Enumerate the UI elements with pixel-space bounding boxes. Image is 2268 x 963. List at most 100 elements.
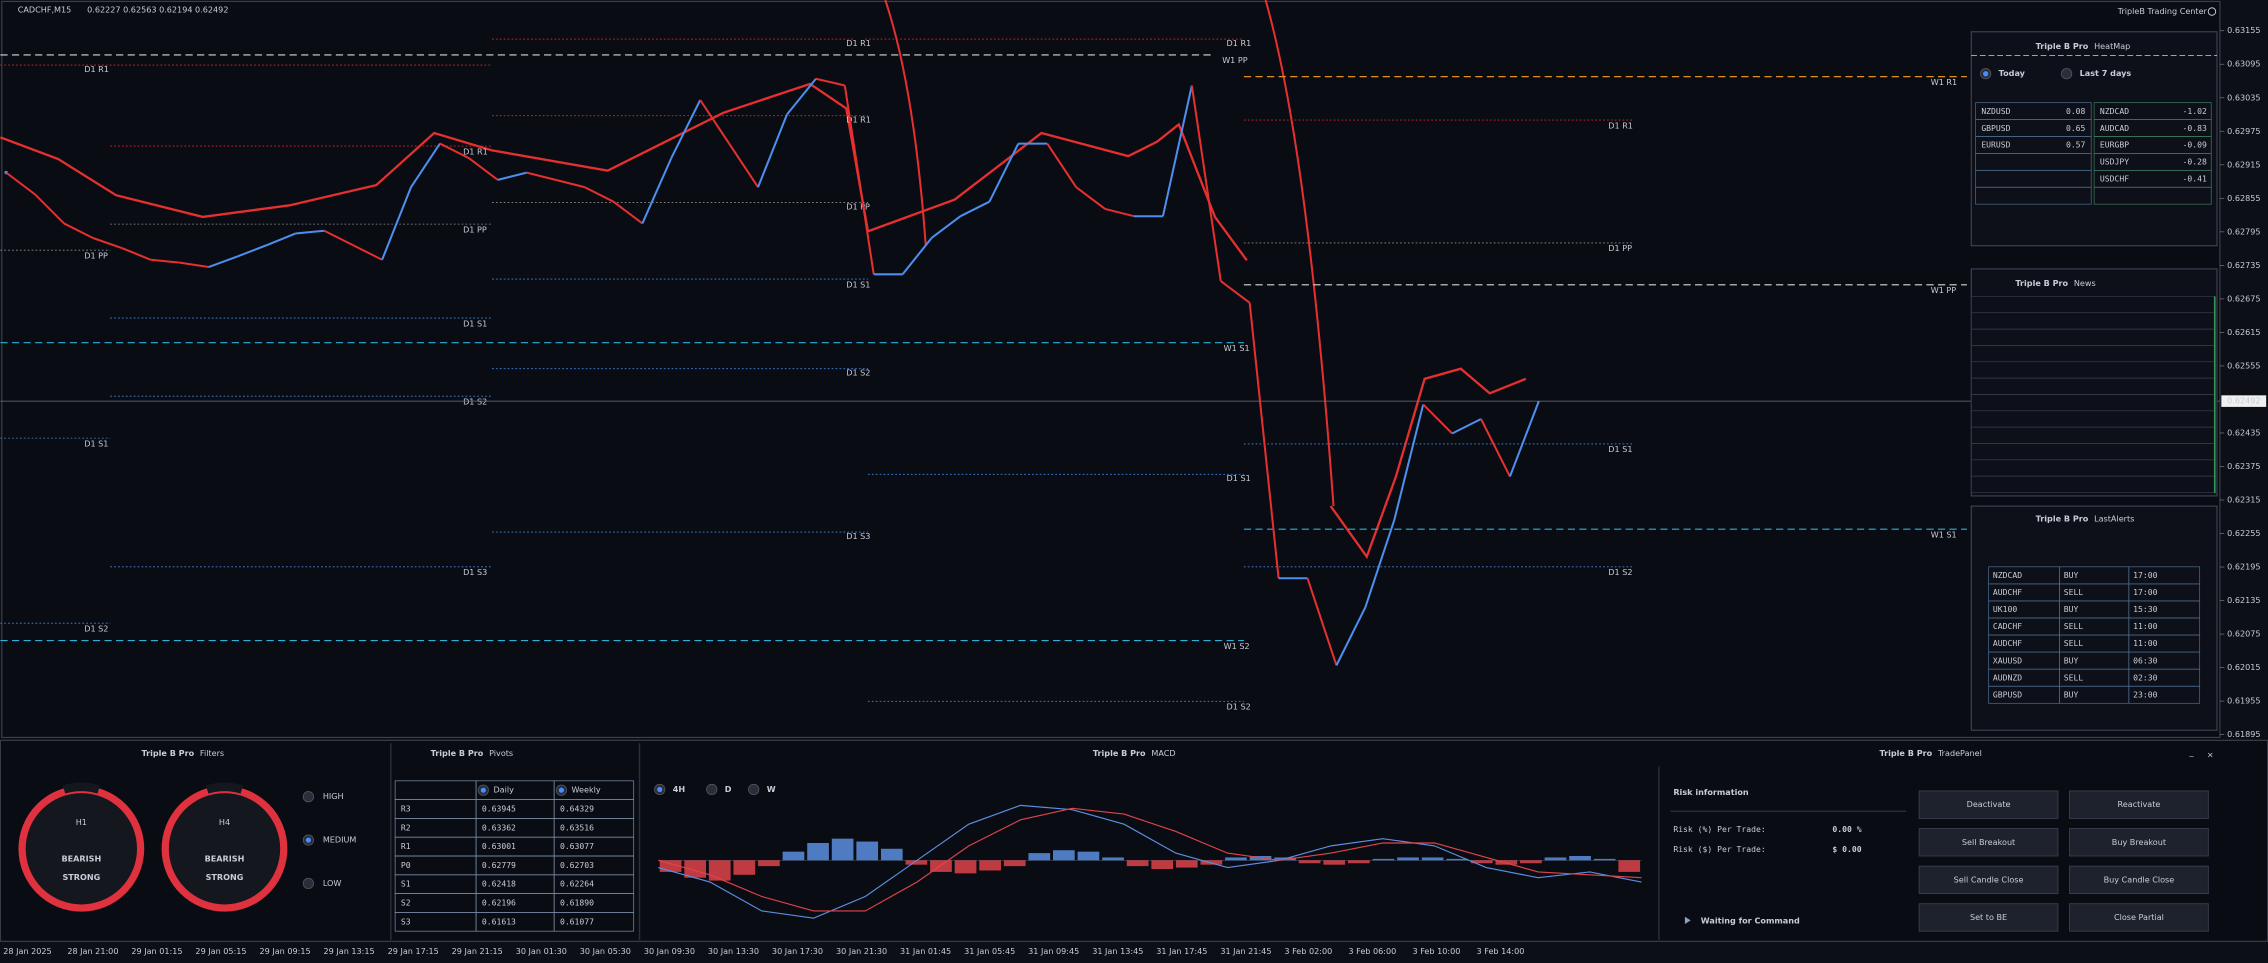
macd-bar bbox=[1028, 853, 1051, 861]
y-tick-label: 0.62255 bbox=[2227, 528, 2260, 538]
trade-button[interactable] bbox=[1918, 790, 2059, 819]
heatmap-symbol: EURGBP bbox=[2100, 140, 2129, 150]
x-tick-label: 3 Feb 02:00 bbox=[1284, 946, 1332, 956]
heatmap-value: -0.28 bbox=[2183, 157, 2207, 167]
y-tick-label: 0.61895 bbox=[2227, 729, 2260, 739]
macd-bar bbox=[1446, 858, 1469, 861]
macd-bar bbox=[1175, 860, 1198, 868]
trade-button[interactable] bbox=[1918, 828, 2059, 857]
price-segment bbox=[843, 85, 875, 275]
trade-button-label[interactable]: Buy Candle Close bbox=[2104, 874, 2175, 884]
trade-button[interactable] bbox=[2069, 790, 2209, 819]
trend-curve bbox=[1264, 0, 1335, 507]
symbol: CADCHF,M15 bbox=[18, 5, 72, 15]
price-segment bbox=[410, 143, 441, 188]
alert-text: SELL bbox=[2064, 587, 2084, 597]
price-segment bbox=[295, 229, 325, 235]
price-segment bbox=[237, 244, 267, 258]
pivot-level-label: W1 PP bbox=[1931, 285, 1957, 295]
alert-text: 15:30 bbox=[2133, 604, 2157, 614]
macd-line bbox=[658, 804, 1642, 919]
y-tick-label: 0.63035 bbox=[2227, 92, 2260, 102]
trade-button-label[interactable]: Reactivate bbox=[2117, 799, 2160, 809]
radio[interactable] bbox=[302, 791, 314, 803]
filter-level: HIGH bbox=[323, 791, 344, 801]
macd-bar bbox=[733, 860, 756, 875]
pivot-level-label: D1 S1 bbox=[846, 279, 870, 289]
alert-text: AUDCHF bbox=[1993, 638, 2022, 648]
macd-bar bbox=[1397, 857, 1419, 861]
panel-brand: Triple B Pro bbox=[2015, 278, 2068, 288]
trade-button-label[interactable]: Buy Breakout bbox=[2112, 837, 2166, 847]
price-segment bbox=[1075, 186, 1106, 210]
macd-bar bbox=[782, 851, 805, 861]
risk-value: $ 0.00 bbox=[1832, 844, 1861, 854]
trade-button[interactable] bbox=[1918, 865, 2059, 895]
price-segment bbox=[1248, 302, 1280, 579]
radio-label: Today bbox=[1999, 68, 2026, 78]
macd-bar bbox=[1053, 850, 1075, 861]
price-segment bbox=[5, 171, 36, 196]
broker: TripleB Trading Center bbox=[2117, 6, 2208, 16]
price-segment bbox=[612, 200, 643, 225]
gauge-strength: STRONG bbox=[206, 872, 244, 882]
price-segment bbox=[757, 114, 788, 188]
pivot-level-label: D1 R1 bbox=[84, 64, 109, 74]
macd-bar bbox=[1323, 860, 1346, 865]
alert-text: SELL bbox=[2064, 638, 2084, 648]
y-tick-label: 0.62315 bbox=[2227, 495, 2260, 505]
trade-button-label[interactable]: Set to BE bbox=[1970, 912, 2007, 922]
price-segment bbox=[323, 229, 354, 247]
macd-bar bbox=[1372, 858, 1395, 861]
heatmap-value: 0.57 bbox=[2066, 140, 2086, 150]
heatmap-value: -0.09 bbox=[2183, 140, 2207, 150]
macd-bar bbox=[1225, 857, 1247, 861]
pivot-level-label: D1 R1 bbox=[463, 146, 488, 156]
macd-bar bbox=[1102, 857, 1124, 861]
price-segment bbox=[352, 244, 383, 261]
macd-bar bbox=[856, 841, 879, 861]
heatmap-symbol: USDCHF bbox=[2100, 174, 2129, 184]
pivot-text: S2 bbox=[401, 897, 411, 907]
x-tick-label: 3 Feb 06:00 bbox=[1348, 946, 1396, 956]
macd-bar bbox=[930, 860, 952, 872]
x-tick-label: 31 Jan 21:45 bbox=[1220, 946, 1271, 956]
x-tick-label: 31 Jan 05:45 bbox=[964, 946, 1015, 956]
price-segment bbox=[786, 78, 817, 116]
macd-bar bbox=[684, 860, 706, 878]
status: Waiting for Command bbox=[1701, 916, 1800, 926]
heatmap-symbol: USDJPY bbox=[2100, 157, 2129, 167]
trade-button-label[interactable]: Sell Candle Close bbox=[1954, 874, 2024, 884]
trade-button[interactable] bbox=[2069, 828, 2209, 857]
pivot-text: 0.63077 bbox=[560, 841, 594, 851]
pivot-text: P0 bbox=[401, 860, 411, 870]
macd-bar bbox=[1151, 860, 1174, 870]
y-tick-label: 0.62975 bbox=[2227, 126, 2260, 136]
macd-bar bbox=[1298, 860, 1321, 864]
risk-label: Risk ($) Per Trade: bbox=[1673, 844, 1765, 854]
alert-text: AUDCHF bbox=[1993, 587, 2022, 597]
radio[interactable] bbox=[302, 877, 314, 890]
risk-value: 0.00 % bbox=[1832, 824, 1861, 834]
y-tick-label: 0.62795 bbox=[2227, 226, 2260, 236]
trade-button-label[interactable]: Deactivate bbox=[1967, 799, 2011, 809]
current-price-box bbox=[2221, 395, 2267, 407]
trade-button[interactable] bbox=[1918, 903, 2059, 932]
radio[interactable] bbox=[706, 783, 718, 796]
price-segment bbox=[1393, 404, 1425, 521]
pivot-level-label: D1 R1 bbox=[846, 38, 871, 48]
alert-text: BUY bbox=[2064, 655, 2079, 665]
y-tick-label: 0.62015 bbox=[2227, 662, 2260, 672]
radio[interactable] bbox=[2061, 68, 2073, 80]
trade-button[interactable] bbox=[2069, 903, 2209, 932]
radio-dot bbox=[480, 787, 486, 793]
trade-button-label[interactable]: Sell Breakout bbox=[1962, 837, 2015, 847]
radio[interactable] bbox=[748, 783, 760, 796]
trade-button-label[interactable]: Close Partial bbox=[2114, 912, 2164, 922]
macd-bar bbox=[1126, 860, 1149, 867]
pivot-level-label: W1 S2 bbox=[1224, 641, 1250, 651]
trade-button[interactable] bbox=[2069, 865, 2209, 895]
pivot-text: 0.63362 bbox=[482, 822, 516, 832]
x-tick-label: 3 Feb 10:00 bbox=[1412, 946, 1460, 956]
macd-bar bbox=[1569, 856, 1591, 861]
